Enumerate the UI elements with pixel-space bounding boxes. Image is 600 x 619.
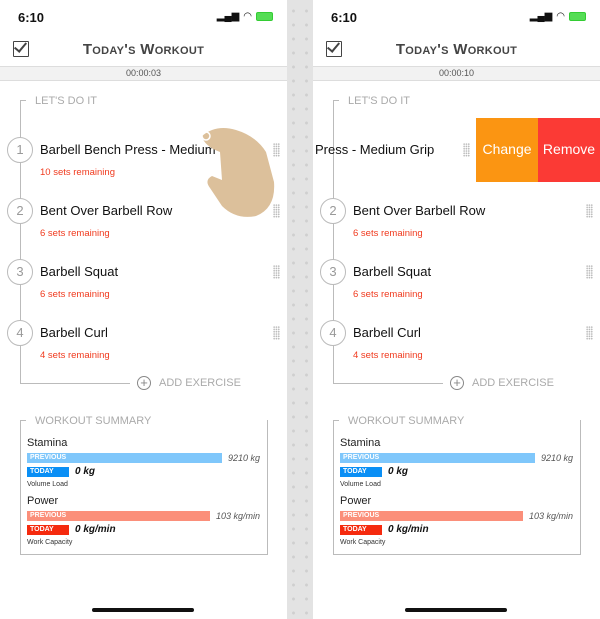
sets-remaining: 4 sets remaining	[40, 350, 110, 361]
stamina-today-bar: TODAY	[27, 467, 69, 477]
exercise-name-swiped[interactable]: Press - Medium Grip	[315, 142, 435, 157]
list-line	[20, 100, 21, 383]
home-indicator[interactable]	[92, 608, 194, 612]
power-label: Power	[340, 495, 372, 507]
power-today-value: 0 kg/min	[75, 524, 116, 535]
power-previous-value: 103 kg/min	[216, 511, 261, 521]
summary-box-tick	[333, 420, 339, 421]
drag-handle-icon[interactable]	[273, 265, 280, 279]
list-line	[333, 100, 334, 383]
stamina-previous-bar: PREVIOUS	[27, 453, 222, 463]
drag-handle-icon[interactable]	[586, 204, 593, 218]
sets-remaining: 4 sets remaining	[353, 350, 423, 361]
exercise-number: 3	[320, 259, 346, 285]
list-line-tick	[20, 100, 26, 101]
phone-screen-after-swipe: 6:10 ▂▄▆ ◠ Today's Workout 00:00:10 LET'S DO …	[313, 0, 600, 619]
phone-screen-before-swipe: 6:10 ▂▄▆ ◠ Today's Workout 00:00:03 LET'S DO …	[0, 0, 287, 619]
stamina-today-value: 0 kg	[388, 466, 409, 477]
stamina-previous-value: 9210 kg	[541, 453, 574, 463]
divider	[287, 0, 313, 619]
stamina-note: Volume Load	[27, 481, 68, 488]
power-today-bar: TODAY	[27, 525, 69, 535]
exercise-name[interactable]: Barbell Bench Press - Medium Grip	[40, 142, 244, 157]
page-title: Today's Workout	[395, 41, 518, 58]
drag-handle-icon[interactable]	[463, 143, 470, 157]
wifi-icon: ◠	[556, 11, 565, 22]
status-time: 6:10	[331, 10, 358, 25]
battery-icon	[569, 12, 586, 21]
exercise-number: 3	[7, 259, 33, 285]
exercise-number: 4	[7, 320, 33, 346]
sets-remaining: 6 sets remaining	[40, 289, 110, 300]
add-exercise-button[interactable]: ADD EXERCISE	[159, 377, 241, 389]
exercise-name[interactable]: Bent Over Barbell Row	[353, 203, 486, 218]
signal-icon: ▂▄▆	[529, 11, 553, 22]
home-indicator[interactable]	[405, 608, 507, 612]
drag-handle-icon[interactable]	[273, 204, 280, 218]
exercise-name[interactable]: Barbell Curl	[353, 325, 421, 340]
checklist-icon[interactable]	[326, 41, 342, 57]
stamina-today-value: 0 kg	[75, 466, 96, 477]
summary-title: WORKOUT SUMMARY	[33, 415, 154, 427]
exercise-number: 2	[7, 198, 33, 224]
summary-box	[20, 420, 268, 555]
power-today-bar: TODAY	[340, 525, 382, 535]
power-previous-bar: PREVIOUS	[340, 511, 523, 521]
stamina-note: Volume Load	[340, 481, 381, 488]
exercise-number: 4	[320, 320, 346, 346]
drag-handle-icon[interactable]	[273, 143, 280, 157]
exercise-number: 1	[7, 137, 33, 163]
stamina-previous-bar: PREVIOUS	[340, 453, 535, 463]
list-line-bottom	[20, 383, 130, 384]
status-icons: ▂▄▆ ◠	[530, 11, 586, 22]
workout-timer: 00:00:10	[313, 66, 600, 81]
stamina-label: Stamina	[27, 437, 68, 449]
status-time: 6:10	[18, 10, 45, 25]
add-exercise-button[interactable]: ADD EXERCISE	[472, 377, 554, 389]
page-title: Today's Workout	[82, 41, 205, 58]
add-icon[interactable]: +	[137, 376, 151, 390]
drag-handle-icon[interactable]	[586, 326, 593, 340]
sets-remaining: 6 sets remaining	[353, 228, 423, 239]
signal-icon: ▂▄▆	[216, 11, 240, 22]
list-line-bottom	[333, 383, 443, 384]
power-previous-bar: PREVIOUS	[27, 511, 210, 521]
exercise-name[interactable]: Barbell Squat	[40, 264, 119, 279]
power-note: Work Capacity	[27, 539, 73, 546]
summary-box-tick	[20, 420, 26, 421]
sets-remaining: 10 sets remaining	[40, 167, 115, 178]
change-button[interactable]: Change	[476, 118, 538, 182]
wifi-icon: ◠	[243, 11, 252, 22]
stamina-previous-value: 9210 kg	[228, 453, 261, 463]
exercise-name[interactable]: Barbell Squat	[353, 264, 432, 279]
list-title: LET'S DO IT	[346, 95, 412, 107]
workout-timer: 00:00:03	[0, 66, 287, 81]
power-previous-value: 103 kg/min	[529, 511, 574, 521]
list-title: LET'S DO IT	[33, 95, 99, 107]
power-today-value: 0 kg/min	[388, 524, 429, 535]
drag-handle-icon[interactable]	[273, 326, 280, 340]
exercise-number: 2	[320, 198, 346, 224]
stamina-today-bar: TODAY	[340, 467, 382, 477]
battery-icon	[256, 12, 273, 21]
summary-box	[333, 420, 581, 555]
remove-button[interactable]: Remove	[538, 118, 600, 182]
stamina-label: Stamina	[340, 437, 381, 449]
power-label: Power	[27, 495, 59, 507]
checklist-icon[interactable]	[13, 41, 29, 57]
sets-remaining: 6 sets remaining	[40, 228, 110, 239]
status-icons: ▂▄▆ ◠	[217, 11, 273, 22]
exercise-name[interactable]: Barbell Curl	[40, 325, 108, 340]
exercise-name[interactable]: Bent Over Barbell Row	[40, 203, 173, 218]
sets-remaining: 6 sets remaining	[353, 289, 423, 300]
drag-handle-icon[interactable]	[586, 265, 593, 279]
summary-title: WORKOUT SUMMARY	[346, 415, 467, 427]
swipe-left-hand-icon	[196, 122, 280, 218]
power-note: Work Capacity	[340, 539, 386, 546]
add-icon[interactable]: +	[450, 376, 464, 390]
list-line-tick	[333, 100, 339, 101]
